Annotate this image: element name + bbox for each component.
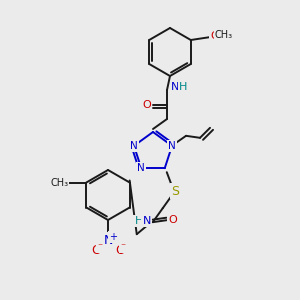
Text: ⁻: ⁻	[120, 242, 126, 252]
Text: O: O	[210, 31, 219, 41]
Text: O: O	[142, 100, 152, 110]
Text: S: S	[171, 185, 179, 198]
Text: O: O	[115, 244, 125, 256]
Text: CH₃: CH₃	[215, 30, 233, 40]
Text: ⁻: ⁻	[98, 242, 103, 252]
Text: H: H	[135, 216, 143, 226]
Text: N: N	[103, 233, 113, 247]
Text: +: +	[109, 232, 117, 242]
Text: H: H	[179, 82, 187, 92]
Text: N: N	[130, 141, 138, 151]
Text: N: N	[171, 82, 179, 92]
Text: N: N	[137, 163, 145, 173]
Text: N: N	[168, 141, 176, 151]
Text: N: N	[142, 216, 151, 226]
Text: CH₃: CH₃	[50, 178, 68, 188]
Text: O: O	[168, 215, 177, 225]
Text: O: O	[91, 244, 101, 256]
